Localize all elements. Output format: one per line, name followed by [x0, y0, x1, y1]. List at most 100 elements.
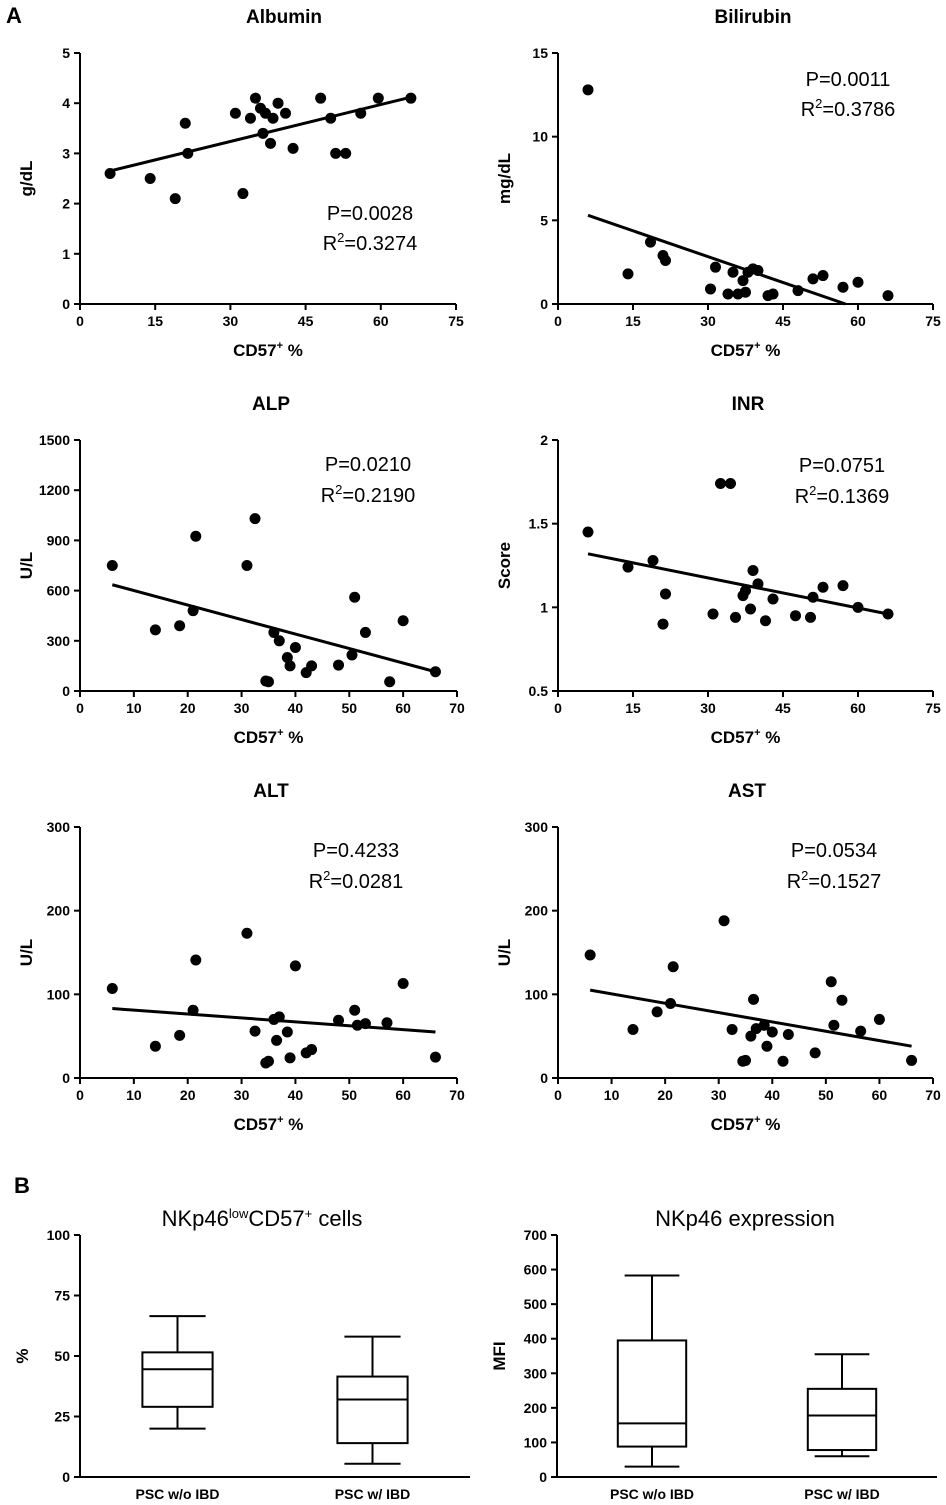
chart-5: ALT 0 100 200 300 0 10 20 30 40 50 60 70 CD57+ % U/L P=…: [17, 781, 465, 1134]
box-2: [806, 1353, 878, 1458]
data-point: [249, 1025, 261, 1037]
data-point: [790, 610, 801, 622]
y-tick-label: 0: [62, 683, 70, 699]
x-axis-label: CD57+ %: [711, 340, 781, 360]
data-point: [289, 641, 301, 653]
y-axis-label: Score: [495, 542, 514, 589]
data-point: [271, 1034, 283, 1046]
data-point: [104, 167, 116, 179]
data-point: [715, 478, 726, 490]
box-1: [141, 1315, 214, 1430]
data-point: [767, 288, 779, 300]
x-tick-label: 15: [625, 313, 641, 329]
data-point: [263, 676, 274, 688]
data-point: [306, 1044, 318, 1056]
data-point: [745, 603, 756, 615]
x-tick-label: 40: [288, 1087, 304, 1103]
x-tick-label: 50: [818, 1087, 834, 1103]
data-point: [229, 107, 241, 119]
data-point: [737, 275, 749, 287]
chart-title: Bilirubin: [714, 7, 791, 28]
data-point: [405, 92, 417, 104]
data-point: [777, 1055, 789, 1067]
y-tick-label: 300: [524, 1365, 548, 1381]
x-tick-label: 30: [700, 700, 716, 716]
data-point: [837, 580, 849, 592]
x-tick-label: 70: [449, 700, 465, 716]
y-tick-label: 2: [62, 196, 70, 212]
y-axis-label: %: [13, 1348, 32, 1363]
y-tick-label: 300: [47, 819, 71, 835]
data-point: [660, 588, 671, 600]
data-point: [747, 565, 759, 577]
data-point: [355, 107, 367, 119]
box-iqr: [806, 1387, 878, 1452]
y-tick-label: 75: [54, 1288, 70, 1304]
x-tick-label: 40: [764, 1087, 780, 1103]
y-tick-label: 700: [524, 1227, 548, 1243]
data-point: [752, 578, 764, 590]
data-point: [660, 254, 671, 266]
data-point: [582, 526, 594, 538]
data-point: [882, 290, 894, 302]
x-tick-label: 60: [395, 1087, 411, 1103]
data-point: [817, 581, 829, 593]
data-point: [707, 608, 719, 620]
p-value-label: P=0.0534: [791, 840, 877, 862]
data-point: [836, 994, 848, 1006]
r-squared-label: R2=0.3274: [323, 230, 418, 255]
chart-title: ALT: [253, 781, 289, 802]
regression-line: [589, 988, 912, 1048]
data-point: [169, 193, 181, 205]
x-tick-label: 0: [76, 700, 84, 716]
data-point: [241, 560, 253, 571]
data-point: [268, 626, 280, 638]
data-point: [792, 285, 804, 297]
p-value-label: P=0.0011: [806, 69, 891, 91]
data-point: [265, 137, 277, 149]
data-point: [359, 1018, 371, 1030]
y-axis-label: U/L: [495, 939, 514, 966]
r-squared-label: R2=0.3786: [801, 96, 896, 121]
x-tick-label: 50: [341, 1087, 357, 1103]
x-tick-label: 75: [925, 700, 941, 716]
data-point: [852, 601, 864, 613]
chart-title: INR: [732, 394, 765, 415]
data-point: [622, 561, 634, 573]
x-tick-label: 20: [180, 700, 196, 716]
data-point: [645, 236, 656, 248]
data-point: [182, 147, 194, 159]
y-tick-label: 100: [525, 986, 549, 1002]
y-tick-label: 400: [524, 1331, 548, 1347]
data-point: [249, 92, 261, 104]
chart-title: NKp46lowCD57+ cells: [162, 1206, 363, 1231]
r-squared-label: R2=0.1369: [795, 483, 890, 508]
data-point: [748, 993, 760, 1005]
chart-4: INR 0.5 1 1.5 2 0 15 30 45 60 75 CD57+ % Score P=0.07…: [495, 394, 941, 747]
category-label: PSC w/o IBD: [135, 1486, 219, 1502]
x-tick-label: 30: [234, 1087, 250, 1103]
data-point: [281, 1026, 293, 1038]
data-point: [647, 554, 659, 566]
chart-title: ALP: [252, 394, 290, 415]
data-point: [582, 84, 594, 96]
x-tick-label: 10: [604, 1087, 620, 1103]
data-point: [372, 92, 384, 104]
data-point: [284, 1052, 296, 1064]
x-tick-label: 60: [872, 1087, 888, 1103]
x-axis-label: CD57+ %: [234, 1114, 304, 1134]
x-tick-label: 30: [711, 1087, 727, 1103]
data-point: [725, 478, 736, 490]
y-tick-label: 200: [524, 1400, 548, 1416]
data-point: [837, 281, 849, 293]
data-point: [359, 626, 371, 638]
x-tick-label: 40: [288, 700, 304, 716]
chart-2: Bilirubin 0 5 10 15 0 15 30 45 60 75 CD57+ % mg/dL P=…: [495, 7, 941, 360]
y-tick-label: 1500: [39, 432, 70, 448]
y-tick-label: 200: [47, 903, 71, 919]
chart-6: AST 0 100 200 300 0 10 20 30 40 50 60 70 CD57+ % U/L P=…: [495, 781, 941, 1134]
p-value-label: P=0.0028: [327, 203, 413, 225]
x-tick-label: 50: [341, 700, 357, 716]
